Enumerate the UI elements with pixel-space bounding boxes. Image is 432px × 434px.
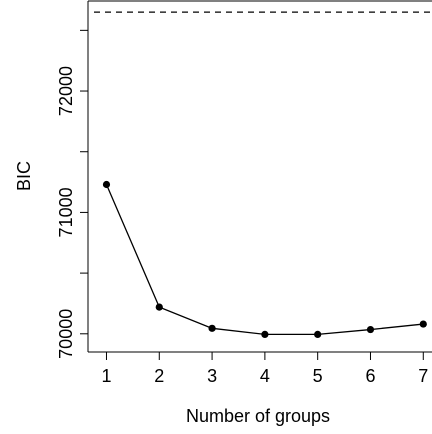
x-tick-label: 5: [313, 366, 323, 386]
data-point: [208, 324, 216, 332]
x-tick-label: 2: [154, 366, 164, 386]
x-tick-label: 1: [101, 366, 111, 386]
series-line: [105, 184, 424, 336]
y-axis-title: BIC: [14, 161, 34, 191]
x-tick-label: 6: [365, 366, 375, 386]
x-axis-title: Number of groups: [186, 406, 330, 426]
x-tick-label: 7: [418, 366, 428, 386]
data-point: [366, 325, 375, 334]
y-tick-label: 72000: [56, 66, 76, 116]
data-point: [155, 303, 163, 311]
data-point: [102, 180, 111, 189]
data-point: [261, 330, 269, 338]
y-tick-label: 71000: [56, 187, 76, 237]
data-point: [419, 320, 427, 328]
y-tick-label: 70000: [56, 309, 76, 359]
data-point: [314, 330, 322, 338]
x-tick-label: 4: [260, 366, 270, 386]
y-axis: 70000 71000 72000: [56, 29, 88, 359]
plot-area: [87, 0, 432, 353]
x-tick-label: 3: [207, 366, 217, 386]
x-axis: 1 2 3 4 5 6 7: [101, 352, 428, 386]
